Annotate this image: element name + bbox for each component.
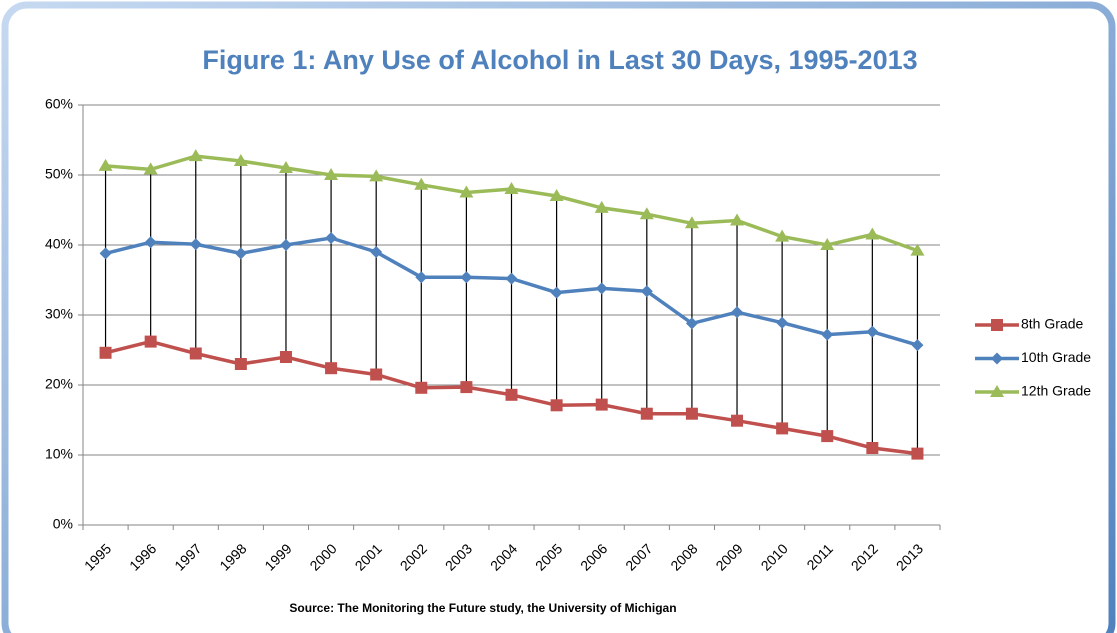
marker [325, 362, 338, 375]
marker [820, 238, 835, 250]
marker [595, 398, 608, 411]
marker [990, 385, 1004, 397]
marker [144, 335, 157, 348]
y-tick-label: 30% [45, 306, 73, 322]
marker [549, 189, 564, 201]
marker [640, 407, 653, 420]
marker [415, 381, 428, 394]
marker [415, 271, 428, 284]
marker [414, 177, 429, 190]
marker [821, 430, 834, 443]
marker [775, 229, 790, 242]
chart-title: Figure 1: Any Use of Alcohol in Last 30 … [202, 45, 917, 75]
marker [234, 247, 247, 260]
marker [279, 239, 292, 251]
marker [991, 319, 1003, 331]
legend-label: 8th Grade [1021, 316, 1083, 332]
y-tick-label: 20% [45, 376, 73, 392]
y-tick-label: 50% [45, 166, 73, 182]
marker [459, 185, 474, 198]
marker [866, 442, 879, 454]
marker [188, 149, 203, 162]
marker [324, 168, 339, 180]
marker [504, 182, 519, 194]
marker [550, 399, 563, 412]
marker [460, 381, 473, 394]
marker [595, 282, 608, 295]
source-note: Source: The Monitoring the Future study,… [289, 601, 676, 615]
marker [279, 351, 292, 363]
marker [189, 347, 202, 360]
marker [865, 227, 880, 240]
marker [730, 213, 745, 226]
marker [639, 207, 654, 220]
marker [233, 154, 248, 166]
marker [640, 285, 653, 298]
marker [911, 447, 924, 460]
legend-label: 12th Grade [1021, 383, 1091, 399]
marker [278, 161, 293, 173]
marker [685, 407, 698, 420]
marker [99, 346, 112, 359]
marker [866, 325, 879, 338]
marker [550, 286, 563, 299]
marker [99, 247, 112, 260]
marker [189, 238, 202, 251]
marker [505, 388, 518, 401]
marker [370, 368, 383, 381]
marker [991, 352, 1003, 365]
marker [98, 158, 113, 171]
marker [776, 316, 789, 329]
marker [731, 414, 744, 427]
y-tick-label: 40% [45, 236, 73, 252]
marker [325, 232, 338, 244]
marker [911, 339, 924, 352]
marker [731, 306, 744, 319]
marker [594, 200, 609, 213]
marker [460, 271, 473, 284]
marker [144, 236, 157, 249]
marker [821, 328, 834, 341]
y-tick-label: 60% [45, 96, 73, 112]
marker [369, 169, 384, 182]
y-tick-label: 0% [53, 516, 73, 532]
marker [910, 243, 925, 256]
marker [505, 272, 518, 285]
legend-label: 10th Grade [1021, 349, 1091, 365]
marker [143, 162, 158, 175]
marker [776, 422, 789, 435]
marker [234, 358, 247, 370]
y-tick-label: 10% [45, 446, 73, 462]
marker [684, 216, 699, 229]
marker [685, 317, 698, 330]
marker [370, 246, 383, 258]
